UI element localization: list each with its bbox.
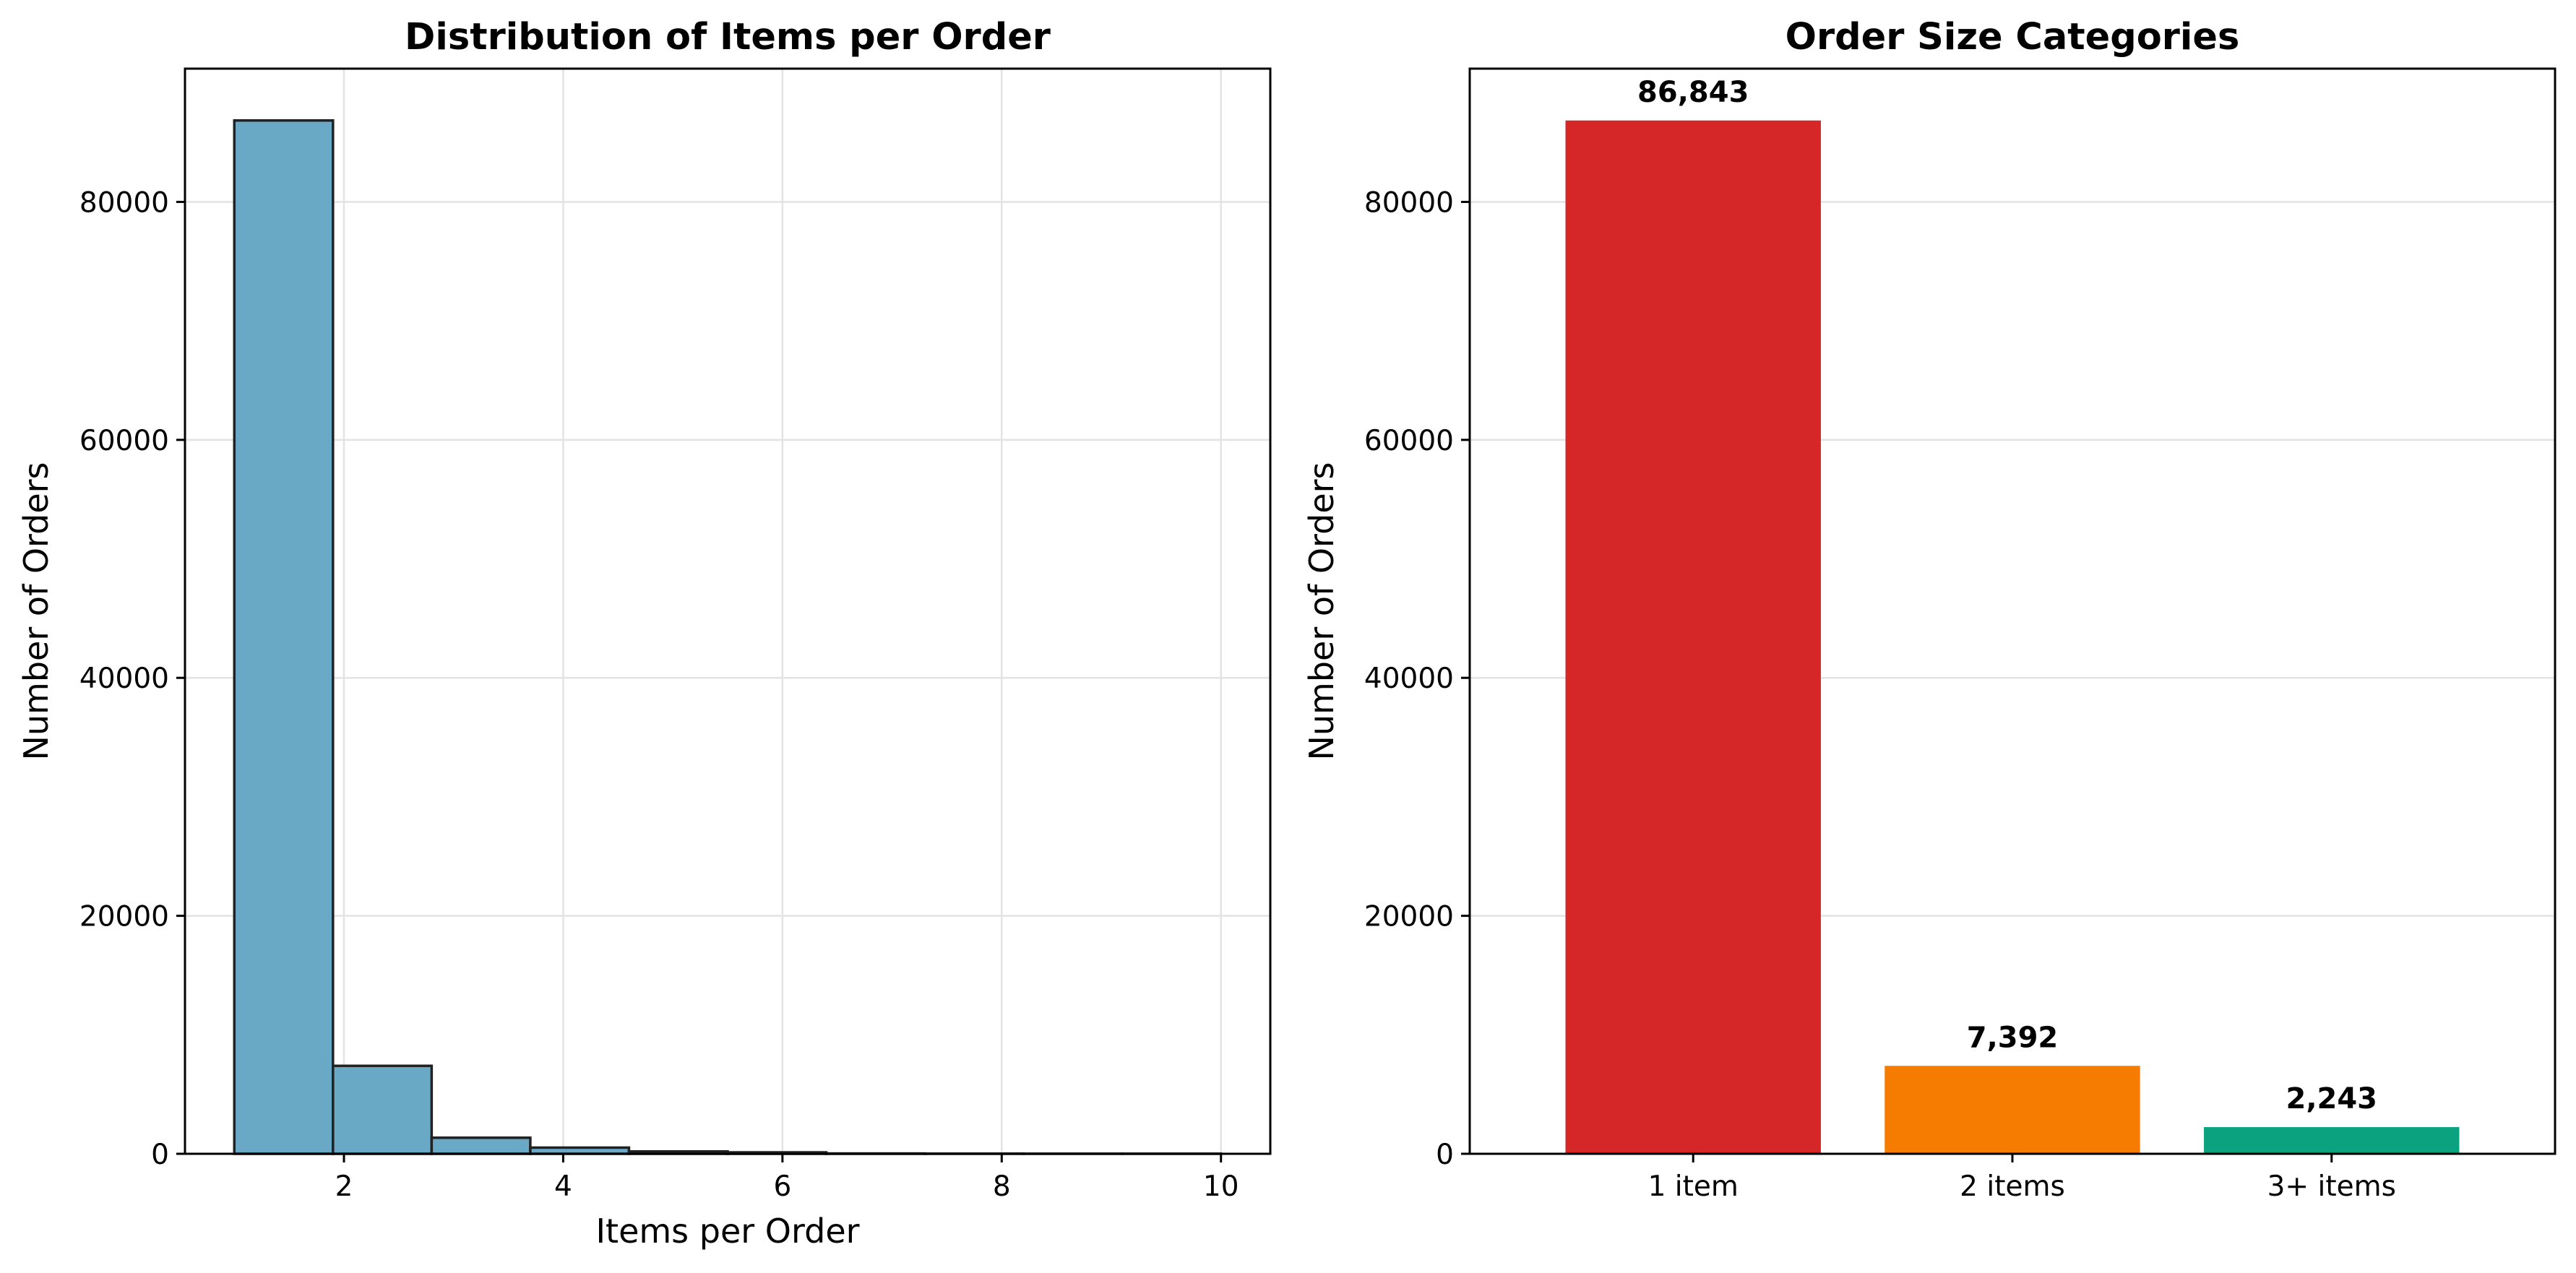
bar-value-label: 7,392 [1967,1021,2059,1054]
category-bar [1565,120,1821,1155]
histogram-bar [430,1136,532,1155]
histogram-bar [233,119,335,1155]
category-ticks: 0 20000 40000 60000 80000 1 item 2 items 3+ ite… [1364,186,2396,1203]
x-tick-label: 6 [773,1170,791,1203]
bar-value-label: 86,843 [1637,76,1749,109]
category-bar-chart: 0 20000 40000 60000 80000 1 item 2 items 3+ ite… [1302,16,2556,1203]
category-bar [1884,1066,2140,1154]
y-tick-label: 40000 [79,663,169,695]
x-tick-label: 8 [993,1170,1011,1203]
category-bar [2204,1127,2460,1154]
y-tick-label: 60000 [1364,425,1454,457]
y-tick-label: 80000 [1364,186,1454,219]
bar-value-label: 2,243 [2286,1082,2377,1116]
y-tick-label: 60000 [79,425,169,457]
histogram-chart: 0 20000 40000 60000 80000 2 4 6 8 10 Distribution… [17,16,1272,1251]
x-tick-label: 2 items [1960,1170,2065,1203]
histogram-plot-frame [184,67,1272,1155]
category-data-labels: 86,843 7,392 2,243 [1637,76,2377,1116]
histogram-title: Distribution of Items per Order [405,16,1051,59]
x-tick-label: 3+ items [2267,1170,2396,1203]
histogram-bars [233,119,1223,1155]
histogram-x-axis-label: Items per Order [595,1212,859,1251]
x-tick-label: 1 item [1648,1170,1739,1203]
x-tick-label: 10 [1203,1170,1239,1203]
histogram-ticks: 0 20000 40000 60000 80000 2 4 6 8 10 [79,186,1239,1203]
y-tick-label: 0 [1436,1139,1454,1171]
y-tick-label: 40000 [1364,663,1454,695]
category-y-axis-label: Number of Orders [1302,462,1341,760]
histogram-bar [332,1064,434,1155]
y-tick-label: 80000 [79,186,169,219]
category-bars [1565,120,2460,1155]
histogram-gridlines [185,69,1270,1155]
x-tick-label: 2 [335,1170,353,1203]
y-tick-label: 0 [151,1139,169,1171]
y-tick-label: 20000 [1364,901,1454,933]
y-tick-label: 20000 [79,901,169,933]
x-tick-label: 4 [554,1170,572,1203]
category-title: Order Size Categories [1785,16,2240,59]
histogram-y-axis-label: Number of Orders [17,462,56,760]
